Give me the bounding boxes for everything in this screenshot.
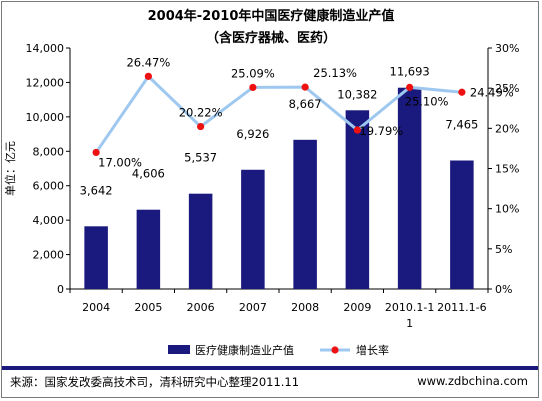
bar-value-label: 11,693 (390, 65, 430, 79)
right-tick-label: 20% (495, 122, 519, 135)
chart-title: 2004年-2010年中国医疗健康制造业产值 (148, 8, 395, 24)
growth-marker (197, 122, 205, 131)
bar (136, 209, 161, 289)
bar-value-label: 7,465 (445, 117, 478, 131)
left-tick-label: 12,000 (26, 76, 65, 89)
bar-value-label: 3,642 (80, 183, 113, 197)
x-tick-label-line: 2010.1-1 (385, 301, 434, 314)
left-tick-label: 0 (57, 283, 64, 296)
labels-layer: 3,642 4,606 5,537 6,926 8,667 10,382 11,693 7,4… (80, 55, 514, 197)
bar-value-label: 6,926 (236, 127, 269, 141)
growth-value-label: 19.79% (359, 124, 403, 138)
legend-label-line: 增长率 (356, 343, 389, 357)
growth-value-label: 24.49% (470, 85, 514, 99)
bar (241, 169, 265, 289)
growth-value-label: 25.09% (231, 66, 275, 80)
growth-value-label: 25.10% (405, 94, 449, 108)
legend-swatch-bar (168, 345, 190, 354)
axes-layer: 0 2,000 4,000 6,000 8,000 10,000 12,000 14,000 0… (3, 42, 519, 330)
x-tick-label: 2010.1-1 1 (385, 301, 434, 330)
bar-value-label: 10,382 (337, 87, 377, 101)
x-tick-label: 2007 (239, 301, 267, 314)
growth-value-label: 20.22% (179, 106, 223, 120)
growth-marker (249, 83, 257, 92)
bar (397, 87, 422, 290)
growth-value-label: 17.00% (98, 155, 142, 169)
bar (450, 160, 474, 289)
legend-swatch-marker (331, 346, 339, 354)
y-axis-label: 单位：亿元 (3, 141, 17, 196)
right-tick-label: 25% (495, 82, 519, 95)
bars-layer (84, 87, 474, 290)
left-tick-label: 2,000 (33, 249, 65, 262)
growth-value-label: 25.13% (313, 66, 357, 80)
growth-marker (406, 83, 414, 91)
x-tick-label: 2006 (187, 301, 215, 314)
site-url: www.zdbchina.com (417, 374, 528, 388)
x-tick-label: 2011.1-6 (437, 301, 486, 314)
bar-value-label: 4,606 (132, 167, 165, 181)
growth-marker (353, 126, 361, 134)
left-tick-label: 4,000 (33, 214, 65, 227)
x-tick-label: 2004 (82, 301, 110, 314)
left-tick-label: 6,000 (33, 180, 65, 193)
bar (345, 110, 370, 290)
right-tick-label: 0% (495, 283, 512, 296)
source-note: 来源：国家发改委高技术司，清科研究中心整理2011.11 (10, 375, 300, 389)
legend-label-bar: 医疗健康制造业产值 (195, 343, 294, 357)
bar-value-label: 8,667 (289, 97, 322, 111)
right-tick-label: 15% (495, 163, 519, 176)
line-layer (92, 72, 466, 157)
right-tick-label: 10% (495, 203, 519, 216)
bar (293, 139, 317, 289)
growth-marker (92, 148, 100, 157)
bar-value-label: 5,537 (184, 151, 217, 165)
left-tick-label: 10,000 (26, 111, 65, 124)
chart-subtitle: （含医疗器械、医药） (206, 30, 336, 46)
bar (188, 193, 213, 289)
left-tick-label: 8,000 (33, 145, 65, 158)
left-tick-label: 14,000 (26, 42, 65, 55)
x-tick-label-line: 1 (406, 317, 413, 330)
growth-marker (301, 83, 309, 91)
x-tick-label: 2008 (291, 301, 319, 314)
legend: 医疗健康制造业产值 增长率 (168, 343, 389, 357)
growth-marker (144, 72, 152, 80)
x-tick-label: 2005 (134, 301, 162, 314)
footer-bar: 来源：国家发改委高技术司，清科研究中心整理2011.11 www.zdbchin… (2, 366, 538, 398)
growth-marker (458, 88, 466, 96)
footer-band (2, 366, 538, 370)
growth-line (94, 74, 463, 154)
right-tick-label: 30% (495, 42, 519, 55)
growth-value-label: 26.47% (126, 55, 170, 69)
bar (84, 226, 108, 289)
right-tick-label: 5% (495, 243, 512, 256)
x-tick-label: 2009 (343, 301, 371, 314)
